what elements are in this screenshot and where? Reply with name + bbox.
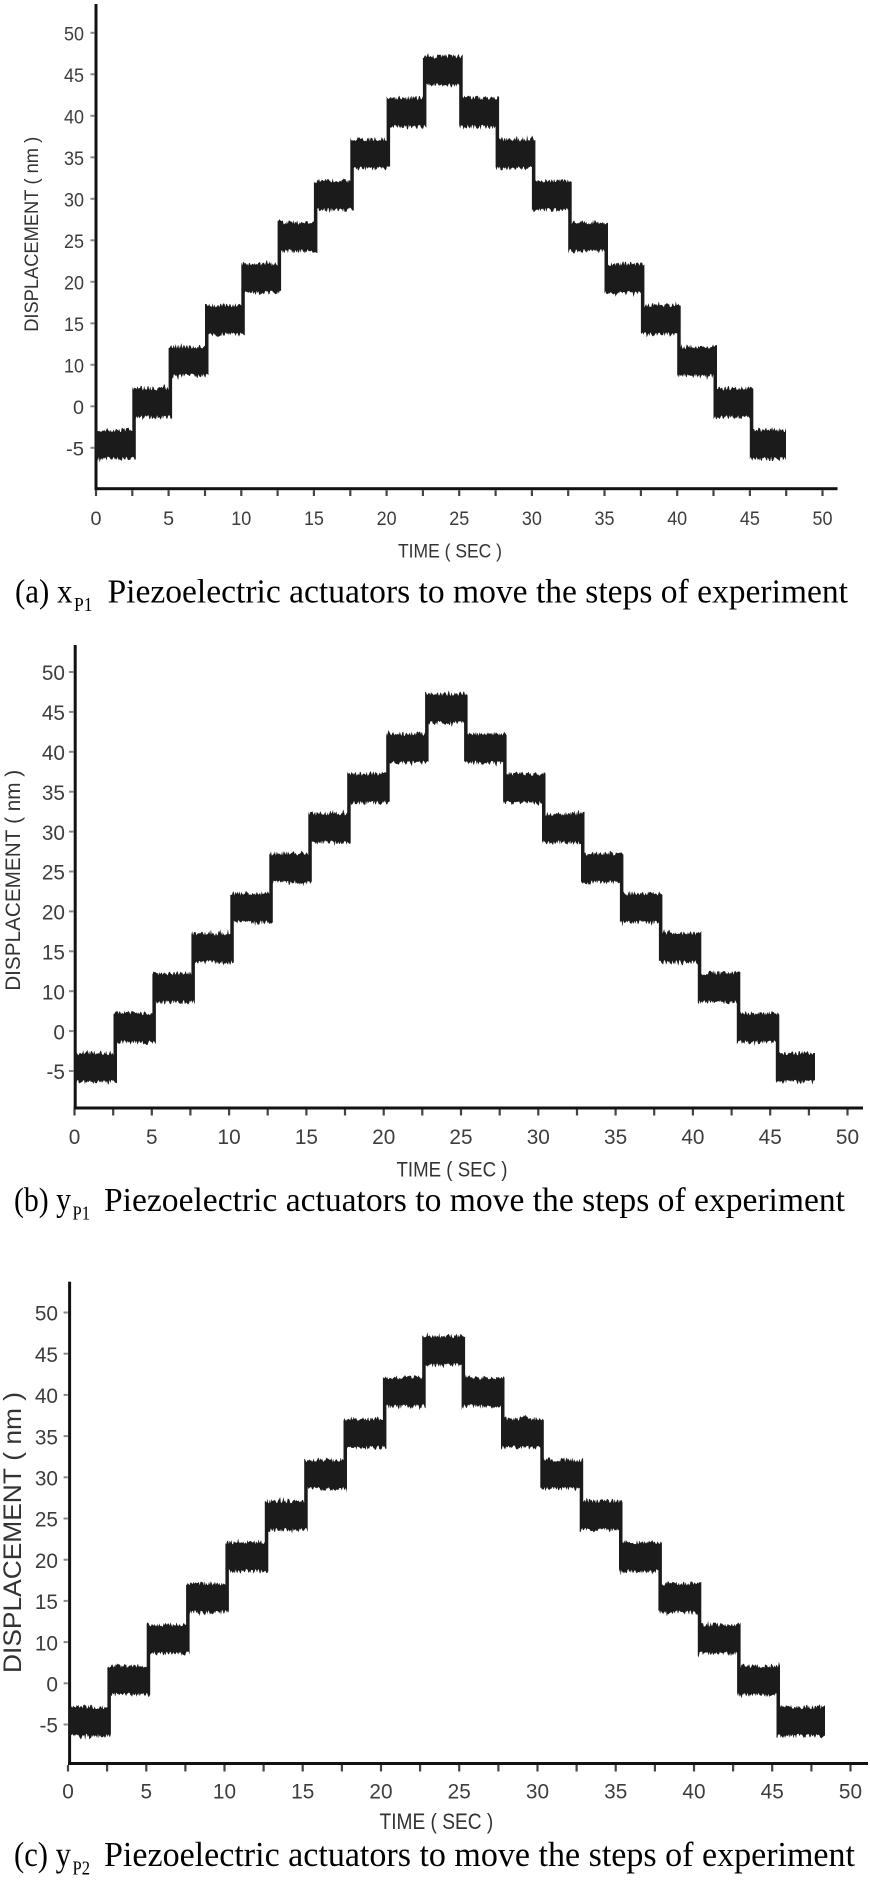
- svg-text:10: 10: [35, 1632, 58, 1655]
- svg-text:20: 20: [64, 273, 84, 295]
- svg-text:0: 0: [73, 397, 84, 419]
- svg-text:30: 30: [35, 1467, 58, 1490]
- svg-text:45: 45: [759, 1126, 782, 1149]
- svg-text:30: 30: [64, 190, 84, 212]
- svg-text:25: 25: [449, 508, 469, 530]
- svg-text:35: 35: [42, 782, 65, 805]
- svg-text:5: 5: [140, 1781, 152, 1804]
- svg-text:(c) y: (c) y: [14, 1835, 71, 1874]
- svg-text:25: 25: [449, 1126, 472, 1149]
- svg-text:20: 20: [42, 902, 65, 925]
- svg-text:-5: -5: [40, 1715, 59, 1738]
- svg-text:35: 35: [35, 1426, 58, 1449]
- svg-text:45: 45: [42, 702, 65, 725]
- svg-text:TIME ( SEC ): TIME ( SEC ): [380, 1809, 494, 1834]
- svg-text:TIME ( SEC ): TIME ( SEC ): [398, 542, 502, 563]
- svg-text:0: 0: [46, 1673, 58, 1696]
- svg-text:15: 15: [295, 1126, 318, 1149]
- svg-text:50: 50: [42, 662, 65, 685]
- svg-text:0: 0: [91, 508, 102, 530]
- svg-text:P2: P2: [73, 1858, 91, 1879]
- svg-text:35: 35: [604, 1126, 627, 1149]
- svg-text:-5: -5: [66, 439, 84, 461]
- svg-text:10: 10: [213, 1781, 236, 1804]
- svg-text:P1: P1: [73, 1203, 91, 1225]
- svg-text:5: 5: [163, 508, 174, 530]
- svg-text:40: 40: [64, 107, 84, 129]
- svg-text:5: 5: [146, 1126, 158, 1149]
- svg-text:15: 15: [42, 941, 65, 964]
- svg-text:40: 40: [667, 508, 687, 530]
- svg-text:0: 0: [62, 1781, 74, 1804]
- svg-text:45: 45: [35, 1344, 58, 1367]
- svg-text:(b) y: (b) y: [14, 1182, 71, 1219]
- svg-text:0: 0: [53, 1021, 65, 1044]
- svg-text:20: 20: [377, 508, 397, 530]
- svg-text:50: 50: [836, 1126, 859, 1149]
- svg-text:25: 25: [448, 1781, 471, 1804]
- svg-text:Piezoelectric actuators to mov: Piezoelectric actuators to move the step…: [104, 1182, 846, 1219]
- svg-text:DISPLACEMENT ( nm ): DISPLACEMENT ( nm ): [0, 1392, 27, 1673]
- svg-text:50: 50: [35, 1303, 58, 1326]
- svg-text:10: 10: [42, 981, 65, 1004]
- svg-text:DISPLACEMENT ( nm ): DISPLACEMENT ( nm ): [2, 770, 25, 991]
- svg-text:20: 20: [372, 1126, 395, 1149]
- svg-text:40: 40: [35, 1385, 58, 1408]
- svg-text:Piezoelectric actuators to mov: Piezoelectric actuators to move the step…: [108, 574, 849, 611]
- svg-text:30: 30: [42, 822, 65, 845]
- svg-text:25: 25: [42, 862, 65, 885]
- svg-text:30: 30: [527, 1126, 550, 1149]
- svg-text:10: 10: [64, 356, 84, 378]
- svg-text:35: 35: [595, 508, 615, 530]
- svg-text:20: 20: [35, 1550, 58, 1573]
- svg-text:40: 40: [42, 742, 65, 765]
- svg-text:30: 30: [522, 508, 542, 530]
- svg-text:15: 15: [64, 314, 84, 336]
- svg-text:(a) x: (a) x: [15, 574, 73, 611]
- svg-text:10: 10: [231, 508, 251, 530]
- svg-text:Piezoelectric actuators to mov: Piezoelectric actuators to move the step…: [104, 1835, 855, 1874]
- svg-text:-5: -5: [47, 1061, 66, 1084]
- svg-text:DISPLACEMENT ( nm ): DISPLACEMENT ( nm ): [22, 137, 43, 332]
- svg-text:10: 10: [218, 1126, 241, 1149]
- svg-text:15: 15: [304, 508, 324, 530]
- svg-text:35: 35: [604, 1781, 627, 1804]
- svg-text:25: 25: [35, 1509, 58, 1532]
- svg-text:50: 50: [64, 24, 84, 46]
- svg-text:40: 40: [682, 1781, 705, 1804]
- svg-text:0: 0: [69, 1126, 81, 1149]
- svg-text:45: 45: [64, 65, 84, 87]
- svg-text:P1: P1: [74, 594, 93, 616]
- svg-text:50: 50: [813, 508, 833, 530]
- svg-text:15: 15: [291, 1781, 314, 1804]
- svg-text:40: 40: [681, 1126, 704, 1149]
- svg-text:20: 20: [369, 1781, 392, 1804]
- svg-text:45: 45: [740, 508, 760, 530]
- svg-text:45: 45: [761, 1781, 784, 1804]
- svg-text:25: 25: [64, 231, 84, 253]
- svg-text:TIME ( SEC ): TIME ( SEC ): [397, 1159, 508, 1182]
- svg-text:15: 15: [35, 1591, 58, 1614]
- svg-text:30: 30: [526, 1781, 549, 1804]
- svg-text:35: 35: [64, 148, 84, 170]
- svg-text:50: 50: [839, 1781, 862, 1804]
